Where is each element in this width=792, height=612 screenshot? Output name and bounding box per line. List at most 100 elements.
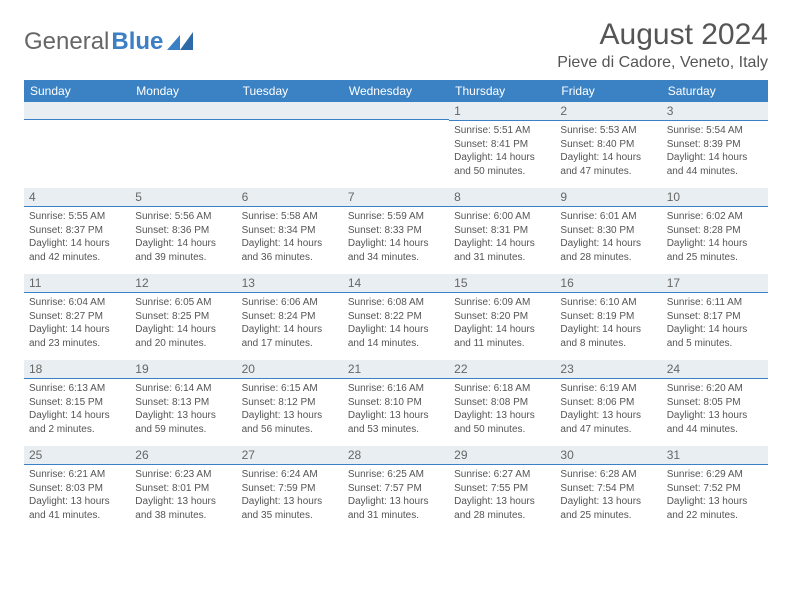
logo: GeneralBlue <box>24 18 193 56</box>
day-number: 29 <box>449 446 555 465</box>
sunset-text: Sunset: 8:30 PM <box>560 224 656 238</box>
day-cell: 24Sunrise: 6:20 AMSunset: 8:05 PMDayligh… <box>662 360 768 446</box>
day-number: 18 <box>24 360 130 379</box>
logo-text-right: Blue <box>111 28 163 56</box>
sunset-text: Sunset: 7:57 PM <box>348 482 444 496</box>
day-number <box>237 102 343 120</box>
weekday-header: Saturday <box>662 80 768 102</box>
day-number: 19 <box>130 360 236 379</box>
day-cell: 17Sunrise: 6:11 AMSunset: 8:17 PMDayligh… <box>662 274 768 360</box>
day-cell <box>130 102 236 188</box>
sunrise-text: Sunrise: 5:51 AM <box>454 124 550 138</box>
day-cell: 13Sunrise: 6:06 AMSunset: 8:24 PMDayligh… <box>237 274 343 360</box>
weeks-container: 1Sunrise: 5:51 AMSunset: 8:41 PMDaylight… <box>24 102 768 532</box>
day-cell: 15Sunrise: 6:09 AMSunset: 8:20 PMDayligh… <box>449 274 555 360</box>
week-row: 11Sunrise: 6:04 AMSunset: 8:27 PMDayligh… <box>24 274 768 360</box>
dl2-text: and 28 minutes. <box>454 509 550 523</box>
sunset-text: Sunset: 8:20 PM <box>454 310 550 324</box>
sunset-text: Sunset: 8:27 PM <box>29 310 125 324</box>
day-cell: 5 Sunrise: 5:56 AMSunset: 8:36 PMDaylight… <box>130 188 236 274</box>
sunset-text: Sunset: 8:34 PM <box>242 224 338 238</box>
dl2-text: and 47 minutes. <box>560 165 656 179</box>
month-title: August 2024 <box>557 18 768 52</box>
day-cell: 23Sunrise: 6:19 AMSunset: 8:06 PMDayligh… <box>555 360 661 446</box>
day-number: 28 <box>343 446 449 465</box>
day-number: 14 <box>343 274 449 293</box>
sunrise-text: Sunrise: 6:14 AM <box>135 382 231 396</box>
sunrise-text: Sunrise: 6:20 AM <box>667 382 763 396</box>
weekday-header: Friday <box>555 80 661 102</box>
dl1-text: Daylight: 14 hours <box>242 237 338 251</box>
sunrise-text: Sunrise: 6:24 AM <box>242 468 338 482</box>
week-row: 1Sunrise: 5:51 AMSunset: 8:41 PMDaylight… <box>24 102 768 188</box>
dl1-text: Daylight: 13 hours <box>454 409 550 423</box>
day-number: 26 <box>130 446 236 465</box>
day-number: 31 <box>662 446 768 465</box>
dl1-text: Daylight: 14 hours <box>135 237 231 251</box>
title-block: August 2024 Pieve di Cadore, Veneto, Ita… <box>557 18 768 72</box>
sunset-text: Sunset: 7:55 PM <box>454 482 550 496</box>
sunrise-text: Sunrise: 5:54 AM <box>667 124 763 138</box>
sunset-text: Sunset: 8:19 PM <box>560 310 656 324</box>
day-number: 6 <box>237 188 343 207</box>
day-cell: 8Sunrise: 6:00 AMSunset: 8:31 PMDaylight… <box>449 188 555 274</box>
sunset-text: Sunset: 8:01 PM <box>135 482 231 496</box>
sunset-text: Sunset: 8:06 PM <box>560 396 656 410</box>
sunset-text: Sunset: 8:40 PM <box>560 138 656 152</box>
day-cell: 9Sunrise: 6:01 AMSunset: 8:30 PMDaylight… <box>555 188 661 274</box>
sunset-text: Sunset: 8:13 PM <box>135 396 231 410</box>
day-cell <box>24 102 130 188</box>
dl2-text: and 34 minutes. <box>348 251 444 265</box>
sunset-text: Sunset: 8:28 PM <box>667 224 763 238</box>
day-cell: 10Sunrise: 6:02 AMSunset: 8:28 PMDayligh… <box>662 188 768 274</box>
dl2-text: and 44 minutes. <box>667 165 763 179</box>
dl1-text: Daylight: 14 hours <box>667 323 763 337</box>
weekday-header: Tuesday <box>237 80 343 102</box>
dl2-text: and 25 minutes. <box>560 509 656 523</box>
dl1-text: Daylight: 14 hours <box>560 237 656 251</box>
week-row: 25Sunrise: 6:21 AMSunset: 8:03 PMDayligh… <box>24 446 768 532</box>
dl1-text: Daylight: 13 hours <box>667 495 763 509</box>
dl2-text: and 20 minutes. <box>135 337 231 351</box>
sunrise-text: Sunrise: 6:27 AM <box>454 468 550 482</box>
weekday-header: Wednesday <box>343 80 449 102</box>
weekday-header: Thursday <box>449 80 555 102</box>
dl2-text: and 8 minutes. <box>560 337 656 351</box>
day-cell: 11Sunrise: 6:04 AMSunset: 8:27 PMDayligh… <box>24 274 130 360</box>
sunrise-text: Sunrise: 6:29 AM <box>667 468 763 482</box>
day-number: 7 <box>343 188 449 207</box>
day-cell: 25Sunrise: 6:21 AMSunset: 8:03 PMDayligh… <box>24 446 130 532</box>
day-cell: 22Sunrise: 6:18 AMSunset: 8:08 PMDayligh… <box>449 360 555 446</box>
dl1-text: Daylight: 14 hours <box>454 323 550 337</box>
dl1-text: Daylight: 13 hours <box>560 409 656 423</box>
day-number: 30 <box>555 446 661 465</box>
weekday-header: Monday <box>130 80 236 102</box>
day-number: 8 <box>449 188 555 207</box>
dl2-text: and 38 minutes. <box>135 509 231 523</box>
day-cell: 12Sunrise: 6:05 AMSunset: 8:25 PMDayligh… <box>130 274 236 360</box>
sunset-text: Sunset: 8:41 PM <box>454 138 550 152</box>
sunset-text: Sunset: 8:37 PM <box>29 224 125 238</box>
day-number: 2 <box>555 102 661 121</box>
dl2-text: and 31 minutes. <box>348 509 444 523</box>
dl2-text: and 2 minutes. <box>29 423 125 437</box>
dl1-text: Daylight: 13 hours <box>242 409 338 423</box>
dl1-text: Daylight: 14 hours <box>667 237 763 251</box>
day-number: 5 <box>130 188 236 207</box>
dl2-text: and 41 minutes. <box>29 509 125 523</box>
week-row: 18Sunrise: 6:13 AMSunset: 8:15 PMDayligh… <box>24 360 768 446</box>
sunrise-text: Sunrise: 6:15 AM <box>242 382 338 396</box>
sunrise-text: Sunrise: 6:19 AM <box>560 382 656 396</box>
dl2-text: and 47 minutes. <box>560 423 656 437</box>
dl2-text: and 25 minutes. <box>667 251 763 265</box>
dl2-text: and 23 minutes. <box>29 337 125 351</box>
sunset-text: Sunset: 8:36 PM <box>135 224 231 238</box>
sunrise-text: Sunrise: 5:56 AM <box>135 210 231 224</box>
dl1-text: Daylight: 13 hours <box>454 495 550 509</box>
day-cell: 19Sunrise: 6:14 AMSunset: 8:13 PMDayligh… <box>130 360 236 446</box>
day-number: 24 <box>662 360 768 379</box>
dl1-text: Daylight: 14 hours <box>560 151 656 165</box>
dl1-text: Daylight: 14 hours <box>667 151 763 165</box>
sunrise-text: Sunrise: 6:06 AM <box>242 296 338 310</box>
sunset-text: Sunset: 8:25 PM <box>135 310 231 324</box>
